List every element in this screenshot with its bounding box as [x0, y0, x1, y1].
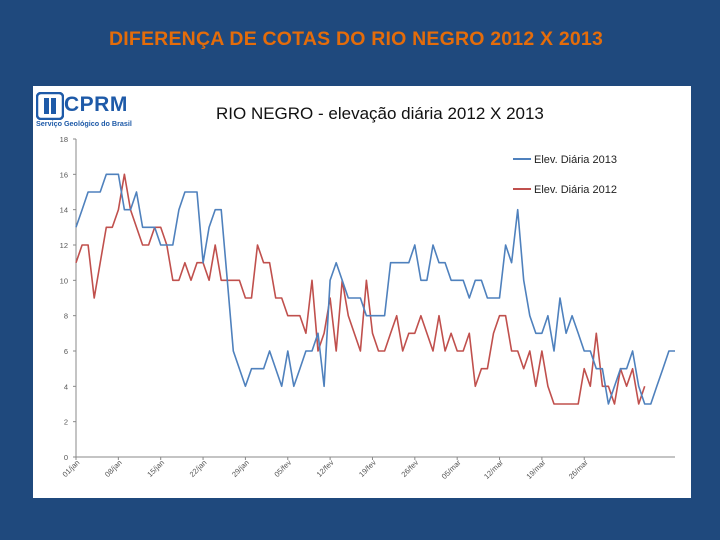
- chart-title: RIO NEGRO - elevação diária 2012 X 2013: [216, 104, 544, 123]
- y-tick-label: 4: [64, 382, 68, 391]
- cprm-logo-mark-icon: [36, 92, 64, 120]
- x-tick-label: 15/jan: [145, 458, 166, 479]
- x-tick-label: 19/mar: [524, 458, 547, 481]
- y-tick-label: 6: [64, 347, 68, 356]
- x-tick-label: 26/fev: [399, 458, 420, 479]
- x-tick-label: 12/fev: [315, 458, 336, 479]
- y-tick-label: 0: [64, 453, 68, 462]
- series-line: [75, 173, 675, 405]
- x-axis-ticks: 01/jan 08/jan 15/jan 22/jan 29/jan 05/fev 12/f…: [61, 457, 590, 481]
- y-tick-label: 8: [64, 312, 68, 321]
- x-tick-label: 22/jan: [188, 458, 209, 479]
- x-tick-label: 19/fev: [357, 458, 378, 479]
- series-lines: [75, 173, 675, 405]
- y-axis-ticks: 0 2 4 6 8 10 12 14 16 18: [60, 135, 76, 462]
- y-tick-label: 16: [60, 170, 68, 179]
- x-tick-label: 12/mar: [482, 458, 505, 481]
- y-tick-label: 14: [60, 206, 68, 215]
- y-tick-label: 2: [64, 418, 68, 427]
- chart-axes: [75, 139, 675, 458]
- logo-name: CPRM: [64, 93, 128, 116]
- y-tick-label: 12: [60, 241, 68, 250]
- logo-subtitle: Serviço Geológico do Brasil: [36, 119, 132, 128]
- x-tick-label: 05/mar: [440, 458, 463, 481]
- y-tick-label: 18: [60, 135, 68, 144]
- legend-label: Elev. Diária 2012: [534, 184, 617, 196]
- x-tick-label: 08/jan: [103, 458, 124, 479]
- x-tick-label: 29/jan: [230, 458, 251, 479]
- series-line: [75, 173, 646, 405]
- line-chart: RIO NEGRO - elevação diária 2012 X 2013 …: [60, 104, 675, 481]
- y-tick-label: 10: [60, 276, 68, 285]
- slide-title: DIFERENÇA DE COTAS DO RIO NEGRO 2012 X 2…: [108, 28, 604, 50]
- x-tick-label: 05/fev: [272, 458, 293, 479]
- x-tick-label: 26/mar: [567, 458, 590, 481]
- chart-legend: Elev. Diária 2013 Elev. Diária 2012: [513, 154, 617, 196]
- legend-label: Elev. Diária 2013: [534, 154, 617, 166]
- cprm-logo: CPRM Serviço Geológico do Brasil: [36, 92, 148, 130]
- chart-panel: CPRM Serviço Geológico do Brasil RIO NEG…: [33, 86, 691, 498]
